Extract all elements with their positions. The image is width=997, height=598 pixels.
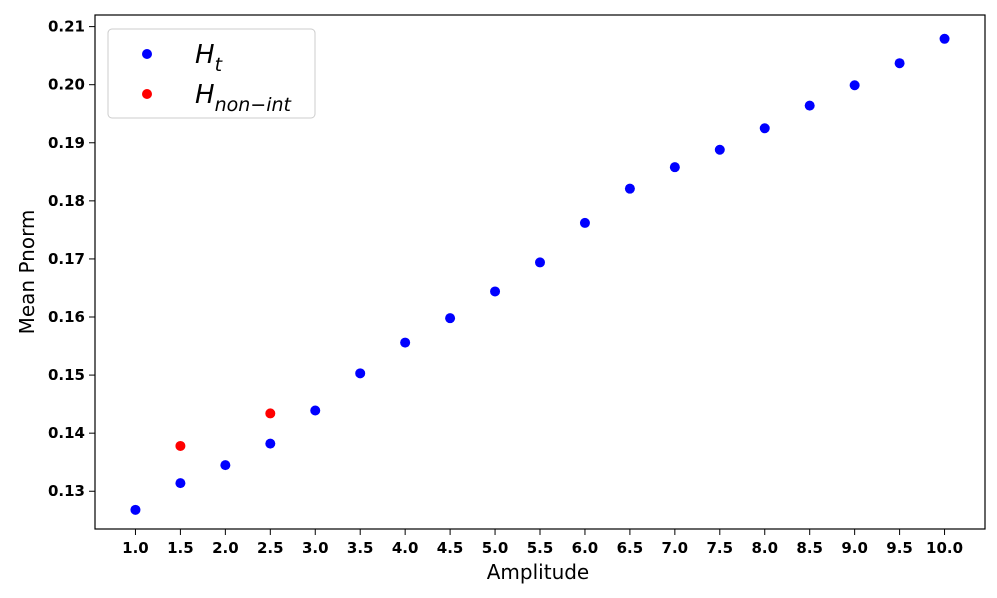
data-points (130, 33, 950, 515)
x-axis: 1.0 1.5 2.0 2.5 3.0 3.5 4.0 4.5 5.0 5.5 6.0 6.5 7.0 7… (122, 529, 963, 557)
legend-marker-hnonint (142, 89, 152, 99)
x-tick-label: 3.0 (302, 539, 329, 557)
x-tick-label: 10.0 (926, 539, 963, 557)
data-point-series-0 (849, 80, 860, 91)
x-tick-label: 1.5 (167, 539, 194, 557)
x-tick-label: 4.0 (392, 539, 419, 557)
data-point-series-0 (759, 123, 770, 134)
data-point-series-0 (714, 144, 725, 155)
x-tick-label: 8.0 (751, 539, 778, 557)
x-axis-title: Amplitude (487, 560, 590, 584)
y-tick-label: 0.13 (48, 482, 85, 500)
data-point-series-0 (400, 337, 411, 348)
y-tick-label: 0.15 (48, 366, 85, 384)
y-tick-label: 0.20 (48, 76, 85, 94)
x-tick-label: 5.0 (482, 539, 509, 557)
data-point-series-0 (490, 286, 501, 297)
data-point-series-0 (355, 368, 366, 379)
data-point-series-1 (265, 408, 276, 419)
data-point-series-0 (894, 58, 905, 69)
legend-label-ht: Ht (195, 40, 224, 76)
x-tick-label: 4.5 (437, 539, 464, 557)
y-axis: 0.13 0.14 0.15 0.16 0.17 0.18 0.19 0.20 0.21 (48, 18, 95, 500)
data-point-series-0 (265, 438, 276, 449)
x-tick-label: 1.0 (122, 539, 149, 557)
data-point-series-0 (624, 183, 635, 194)
data-point-series-1 (175, 440, 186, 451)
x-tick-label: 9.0 (841, 539, 868, 557)
x-tick-label: 9.5 (886, 539, 913, 557)
legend-marker-ht (142, 49, 152, 59)
y-tick-label: 0.21 (48, 18, 85, 36)
data-point-series-0 (310, 405, 321, 416)
x-tick-label: 7.0 (662, 539, 689, 557)
legend-label-hnonint: Hnon−int (195, 80, 293, 116)
data-point-series-0 (939, 33, 950, 44)
y-tick-label: 0.18 (48, 192, 85, 210)
x-tick-label: 6.0 (572, 539, 599, 557)
data-point-series-0 (175, 478, 186, 489)
data-point-series-0 (535, 257, 545, 268)
legend: Ht Hnon−int (107, 28, 316, 119)
data-point-series-0 (445, 313, 456, 324)
x-tick-label: 2.0 (212, 539, 239, 557)
x-tick-label: 8.5 (796, 539, 823, 557)
x-tick-label: 6.5 (617, 539, 644, 557)
x-tick-label: 2.5 (257, 539, 284, 557)
data-point-series-0 (579, 217, 590, 228)
data-point-series-0 (220, 460, 231, 471)
y-tick-label: 0.14 (48, 424, 85, 442)
x-tick-label: 5.5 (527, 539, 554, 557)
legend-box (107, 28, 316, 119)
data-point-series-0 (804, 100, 815, 111)
data-point-series-0 (669, 162, 680, 173)
y-tick-label: 0.17 (48, 250, 85, 268)
x-tick-label: 3.5 (347, 539, 374, 557)
y-axis-title: Mean Pnorm (15, 210, 39, 335)
data-point-series-0 (130, 504, 141, 515)
y-tick-label: 0.16 (48, 308, 85, 326)
x-tick-label: 7.5 (707, 539, 734, 557)
y-tick-label: 0.19 (48, 134, 85, 152)
